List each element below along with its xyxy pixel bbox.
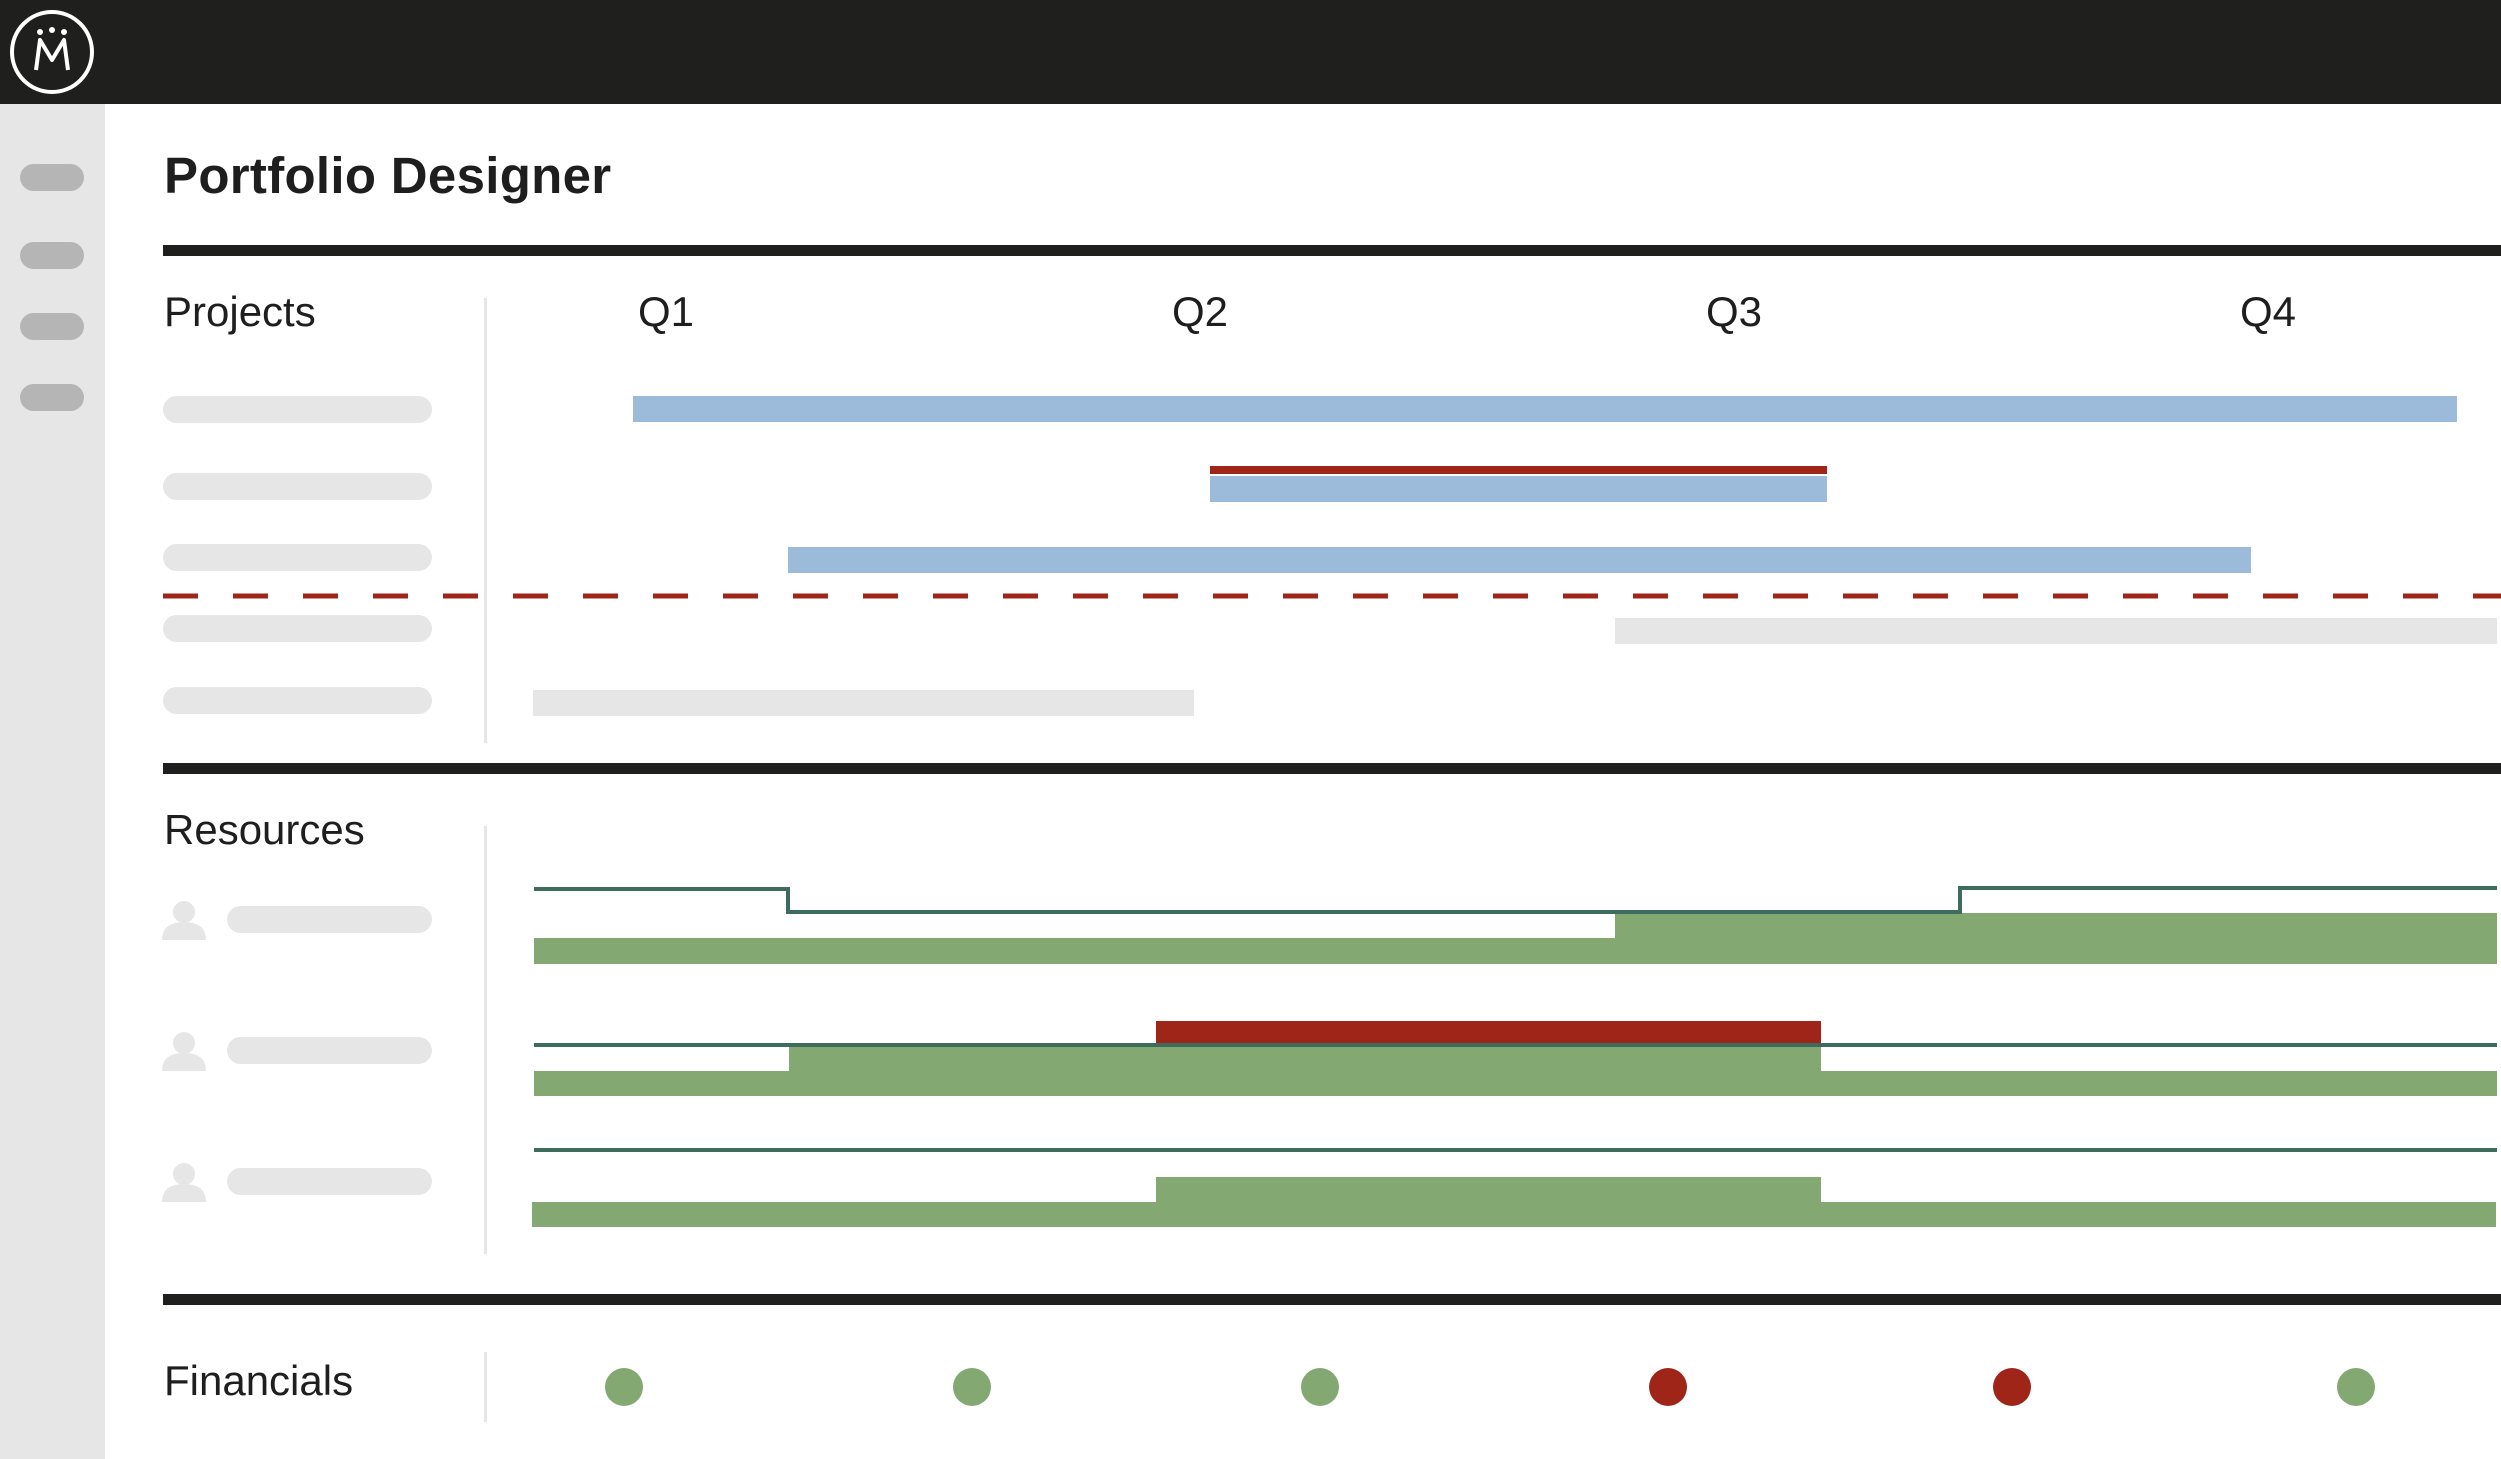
financial-status-dot-negative[interactable] <box>1649 1368 1687 1406</box>
divider-projects-resources <box>163 763 2501 774</box>
top-bar <box>0 0 2501 104</box>
quarter-label-q1: Q1 <box>638 288 695 335</box>
project-bar-4-inactive[interactable] <box>1615 618 2497 644</box>
resource-2-overallocation <box>1156 1021 1821 1045</box>
resource-1-allocation-base <box>534 938 1615 964</box>
project-row-name-4[interactable] <box>163 615 432 642</box>
divider-resources-financials <box>163 1294 2501 1305</box>
resource-row-name-3[interactable] <box>227 1168 432 1195</box>
financial-status-dot-negative[interactable] <box>1993 1368 2031 1406</box>
sidebar-item-1[interactable] <box>20 164 84 191</box>
project-bar-1[interactable] <box>633 396 2457 422</box>
project-bar-2-alert <box>1210 466 1827 474</box>
resources-column-divider <box>484 826 487 1254</box>
financial-status-dot-positive[interactable] <box>2337 1368 2375 1406</box>
resource-row-name-2[interactable] <box>227 1037 432 1064</box>
project-bar-3[interactable] <box>788 547 2251 573</box>
project-row-name-5[interactable] <box>163 687 432 714</box>
project-bar-2[interactable] <box>1210 476 1827 502</box>
resource-3-allocation-peak <box>1156 1177 1821 1203</box>
financial-status-dot-positive[interactable] <box>1301 1368 1339 1406</box>
page-title: Portfolio Designer <box>164 147 612 204</box>
sidebar <box>0 104 105 1459</box>
financial-status-dot-positive[interactable] <box>605 1368 643 1406</box>
sidebar-item-2[interactable] <box>20 242 84 269</box>
section-label-resources: Resources <box>164 806 365 853</box>
project-row-name-2[interactable] <box>163 473 432 500</box>
person-icon <box>162 901 206 940</box>
projects-column-divider <box>484 298 487 743</box>
crown-logo-icon-glyph <box>34 27 70 71</box>
quarter-label-q2: Q2 <box>1172 288 1229 335</box>
divider-top <box>163 245 2501 256</box>
project-bar-5-inactive[interactable] <box>533 690 1194 716</box>
project-row-name-3[interactable] <box>163 544 432 571</box>
resource-2-allocation-peak <box>789 1046 1821 1072</box>
quarter-label-q3: Q3 <box>1706 288 1763 335</box>
person-icon <box>162 1032 206 1071</box>
crown-logo-icon[interactable] <box>10 10 94 94</box>
resource-1-allocation-peak <box>1615 913 2497 964</box>
sidebar-item-4[interactable] <box>20 384 84 411</box>
resource-3-allocation-base <box>532 1202 2496 1227</box>
resource-row-name-1[interactable] <box>227 906 432 933</box>
section-label-financials: Financials <box>164 1357 354 1404</box>
financials-column-divider <box>484 1352 487 1422</box>
quarter-label-q4: Q4 <box>2240 288 2297 335</box>
resource-1-capacity-line <box>534 886 2497 914</box>
person-icon <box>162 1163 206 1202</box>
project-row-name-1[interactable] <box>163 396 432 423</box>
financial-status-dot-positive[interactable] <box>953 1368 991 1406</box>
section-label-projects: Projects <box>164 288 316 335</box>
resource-2-allocation-base <box>534 1071 2497 1096</box>
sidebar-item-3[interactable] <box>20 313 84 340</box>
